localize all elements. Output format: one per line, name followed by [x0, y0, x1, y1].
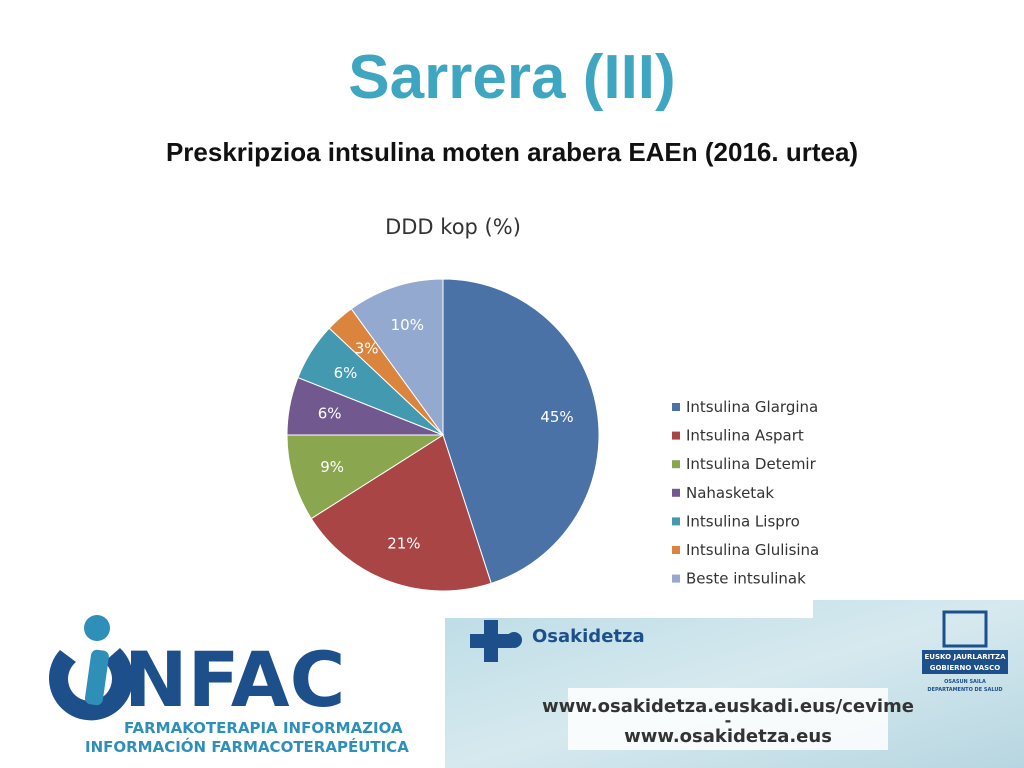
url-box [568, 688, 888, 750]
logo-line: INFORMACIÓN FARMACOTERAPÉUTICA [85, 737, 409, 756]
legend-label: Intsulina Glargina [686, 398, 818, 416]
legend-label: Intsulina Detemir [686, 455, 817, 473]
legend-swatch [672, 460, 680, 469]
gov-logo: EUSKO JAURLARITZA GOBIERNO VASCO OSASUN … [922, 610, 1008, 693]
osakidetza-text: Osakidetza [532, 626, 645, 647]
gov-text: GOBIERNO VASCO [930, 664, 1001, 672]
separator: - [725, 711, 732, 730]
legend-swatch [672, 546, 680, 554]
logo-text: NFAC [124, 635, 345, 724]
data-label: 6% [318, 404, 342, 422]
chart-title: DDD kop (%) [385, 215, 521, 239]
data-label: 3% [355, 339, 379, 357]
legend-swatch [672, 431, 680, 440]
legend-label: Nahasketak [686, 484, 774, 502]
url: www.osakidetza.eus [624, 726, 832, 747]
data-label: 45% [540, 408, 573, 426]
logo-line: FARMAKOTERAPIA INFORMAZIOA [124, 719, 403, 737]
pie-slice [442, 278, 600, 584]
legend-label: Beste intsulinak [686, 570, 806, 588]
legend-label: Intsulina Glulisina [686, 541, 819, 559]
slide-subtitle: Preskripzioa intsulina moten arabera EAE… [165, 137, 859, 167]
pie-slice [350, 278, 444, 437]
gov-text: OSASUN SAILA [944, 679, 986, 685]
pie-slice [310, 434, 492, 592]
infac-logo: NFAC FARMAKOTERAPIA INFORMAZIOA INFORMAC… [48, 615, 409, 756]
url: www.osakidetza.euskadi.eus/cevime [542, 696, 914, 717]
pie-slice [286, 434, 445, 520]
legend-label: Intsulina Aspart [686, 427, 804, 445]
legend-swatch [672, 488, 680, 497]
slide-title: Sarrera (III) [348, 43, 676, 112]
legend-swatch [672, 574, 680, 583]
data-label: 6% [334, 364, 358, 382]
data-label: 21% [387, 535, 420, 553]
legend-label: Intsulina Lispro [686, 512, 800, 530]
data-label: 9% [320, 458, 344, 476]
osakidetza-logo: Osakidetza [470, 620, 645, 662]
legend-swatch [672, 403, 680, 411]
gov-text: EUSKO JAURLARITZA [924, 653, 1006, 661]
legend-swatch [672, 517, 680, 526]
gov-text: DEPARTAMENTO DE SALUD [927, 687, 1002, 693]
data-label: 10% [391, 316, 424, 334]
